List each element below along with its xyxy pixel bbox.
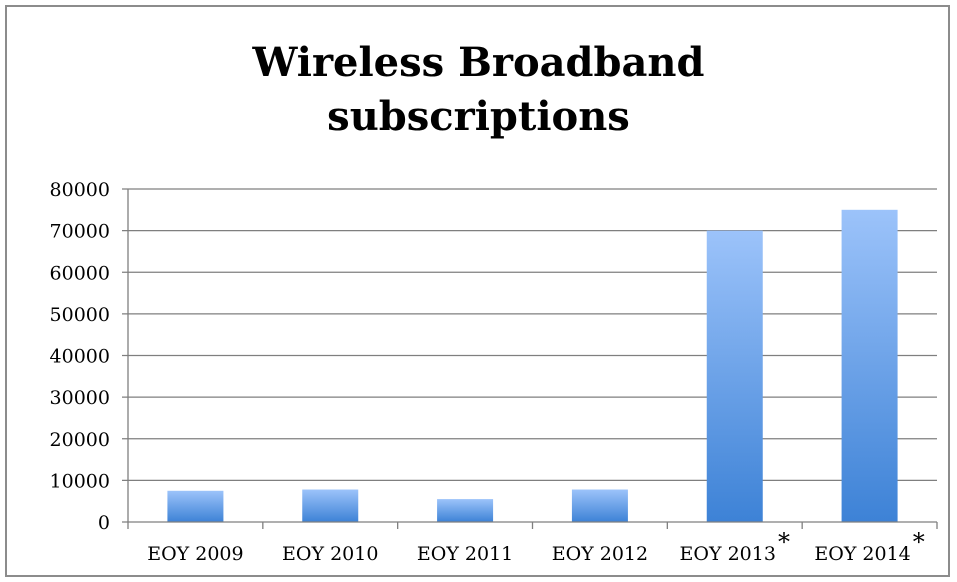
x-tick-label: EOY 2013*: [680, 528, 790, 565]
y-tick-label: 80000: [50, 179, 110, 201]
x-tick-label-text: EOY 2010: [282, 543, 378, 565]
y-tick-label: 60000: [50, 262, 110, 284]
x-tick-label-marker: *: [778, 528, 790, 556]
x-tick-label-text: EOY 2012: [552, 543, 648, 565]
bar: [706, 230, 763, 522]
x-tick-label-text: EOY 2011: [417, 543, 513, 565]
chart-title: Wireless Broadband subscriptions: [0, 36, 957, 144]
x-tick-label-text: EOY 2013: [680, 543, 776, 565]
bar: [167, 490, 224, 522]
bar: [437, 499, 494, 522]
y-tick-label: 0: [98, 512, 110, 534]
chart-title-line-2: subscriptions: [327, 93, 630, 140]
y-tick-label: 50000: [50, 304, 110, 326]
y-tick-label: 30000: [50, 387, 110, 409]
y-tick-label: 70000: [50, 221, 110, 243]
x-tick-label: EOY 2009: [147, 543, 243, 565]
x-tick-label-text: EOY 2009: [147, 543, 243, 565]
x-tick-label: EOY 2010: [282, 543, 378, 565]
y-tick-label: 40000: [50, 346, 110, 368]
chart-title-line-1: Wireless Broadband: [252, 39, 705, 86]
y-tick-label: 20000: [50, 429, 110, 451]
x-tick-label: EOY 2012: [552, 543, 648, 565]
bar: [302, 489, 359, 522]
x-tick-label-marker: *: [913, 528, 925, 556]
bar: [571, 489, 628, 522]
x-tick-label: EOY 2011: [417, 543, 513, 565]
y-tick-label: 10000: [50, 470, 110, 492]
x-tick-label: EOY 2014*: [814, 528, 924, 565]
chart-frame: [5, 5, 950, 577]
x-tick-label-text: EOY 2014: [814, 543, 910, 565]
bar: [841, 209, 898, 522]
